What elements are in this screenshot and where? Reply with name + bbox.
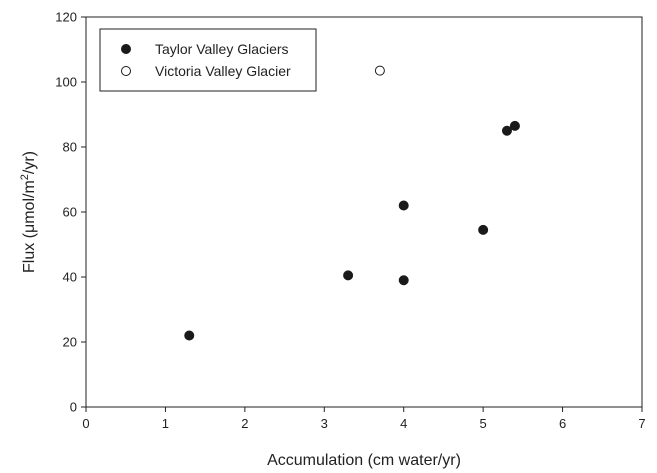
legend-box (99, 28, 317, 92)
x-tick-label: 5 (480, 416, 487, 431)
y-axis-title: Flux (μmol/m2/yr) (19, 151, 38, 273)
legend: Taylor Valley Glaciers Victoria Valley G… (99, 28, 317, 92)
y-tick-label: 60 (63, 205, 77, 220)
x-axis: 0 1 2 3 4 5 6 7 (82, 407, 646, 431)
taylor-valley-point (398, 200, 409, 211)
y-tick-label: 100 (55, 75, 77, 90)
victoria-valley-point (374, 65, 385, 76)
legend-marker-taylor-valley (121, 44, 131, 54)
y-axis: 0 20 40 60 80 100 120 (55, 10, 86, 415)
x-tick-label: 4 (400, 416, 407, 431)
y-tick-label: 20 (63, 335, 77, 350)
taylor-valley-point (509, 120, 520, 131)
data-points (184, 65, 520, 341)
y-tick-label: 120 (55, 10, 77, 25)
taylor-valley-point (343, 270, 354, 281)
legend-label-victoria-valley: Victoria Valley Glacier (155, 63, 291, 79)
x-tick-label: 7 (638, 416, 645, 431)
legend-marker-victoria-valley (121, 66, 131, 76)
taylor-valley-point (478, 224, 489, 235)
taylor-valley-point (501, 125, 512, 136)
x-tick-label: 1 (162, 416, 169, 431)
x-axis-title: Accumulation (cm water/yr) (267, 452, 461, 469)
x-tick-label: 0 (82, 416, 89, 431)
y-tick-label: 0 (70, 400, 77, 415)
x-tick-label: 6 (559, 416, 566, 431)
x-tick-label: 3 (321, 416, 328, 431)
y-tick-label: 40 (63, 270, 77, 285)
y-tick-label: 80 (63, 140, 77, 155)
legend-label-taylor-valley: Taylor Valley Glaciers (155, 41, 289, 57)
taylor-valley-point (184, 330, 195, 341)
taylor-valley-point (398, 275, 409, 286)
x-tick-label: 2 (241, 416, 248, 431)
